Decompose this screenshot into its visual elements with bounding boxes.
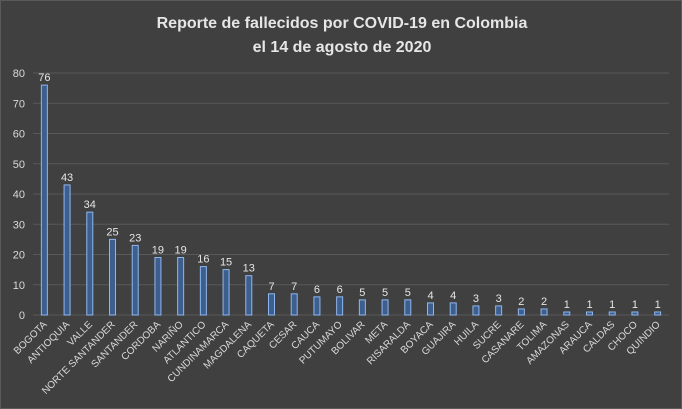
bar xyxy=(199,266,207,316)
data-label: 13 xyxy=(243,263,255,275)
data-label: 7 xyxy=(268,281,274,293)
data-label: 76 xyxy=(38,72,50,84)
data-label: 5 xyxy=(382,287,388,299)
data-label: 3 xyxy=(473,293,479,305)
bar xyxy=(177,257,185,316)
y-tick-label: 70 xyxy=(13,98,25,110)
bar xyxy=(358,299,366,316)
bar xyxy=(290,293,298,316)
data-label: 7 xyxy=(291,281,297,293)
data-label: 19 xyxy=(152,245,164,257)
data-label: 19 xyxy=(175,245,187,257)
data-label: 4 xyxy=(427,290,433,302)
bar xyxy=(40,84,48,316)
bar xyxy=(131,244,139,316)
bar xyxy=(404,299,412,316)
data-label: 1 xyxy=(632,299,638,311)
data-label: 2 xyxy=(541,296,547,308)
data-label: 1 xyxy=(586,299,592,311)
bar xyxy=(245,275,253,316)
y-tick-label: 80 xyxy=(13,68,25,80)
bar xyxy=(336,296,344,316)
y-tick-label: 50 xyxy=(13,159,25,171)
bar xyxy=(381,299,389,316)
data-label: 2 xyxy=(518,296,524,308)
bar xyxy=(540,308,548,316)
data-label: 16 xyxy=(197,254,209,266)
bar xyxy=(631,311,639,316)
bar xyxy=(427,302,434,316)
bar xyxy=(608,311,616,316)
data-label: 43 xyxy=(61,172,73,184)
data-label: 6 xyxy=(337,284,343,296)
y-tick-label: 0 xyxy=(19,310,25,322)
bar xyxy=(654,311,662,316)
data-label: 1 xyxy=(564,299,570,311)
data-label: 34 xyxy=(84,199,96,211)
y-tick-label: 60 xyxy=(13,129,25,141)
bar xyxy=(154,257,162,316)
bar xyxy=(472,305,480,316)
data-label: 4 xyxy=(450,290,456,302)
y-tick-label: 40 xyxy=(13,189,25,201)
data-label: 6 xyxy=(314,284,320,296)
bar xyxy=(313,296,321,316)
bar xyxy=(586,311,593,316)
data-label: 5 xyxy=(359,287,365,299)
bar xyxy=(495,305,503,316)
bar xyxy=(222,269,230,316)
data-label: 23 xyxy=(129,232,141,244)
y-tick-label: 10 xyxy=(13,280,25,292)
bar xyxy=(268,293,275,316)
y-tick-label: 20 xyxy=(13,250,25,262)
data-label: 3 xyxy=(496,293,502,305)
bar xyxy=(86,211,94,316)
bar xyxy=(449,302,457,316)
data-label: 25 xyxy=(106,226,118,238)
bar xyxy=(63,184,71,316)
chart-title-line-2: el 14 de agosto de 2020 xyxy=(252,39,432,56)
bar xyxy=(563,311,571,316)
y-tick-label: 30 xyxy=(13,219,25,231)
data-label: 15 xyxy=(220,257,232,269)
data-label: 1 xyxy=(609,299,615,311)
data-label: 1 xyxy=(655,299,661,311)
bar xyxy=(109,238,116,316)
chart-title-line-1: Reporte de fallecidos por COVID-19 en Co… xyxy=(156,15,528,32)
data-label: 5 xyxy=(405,287,411,299)
bar xyxy=(517,308,525,316)
